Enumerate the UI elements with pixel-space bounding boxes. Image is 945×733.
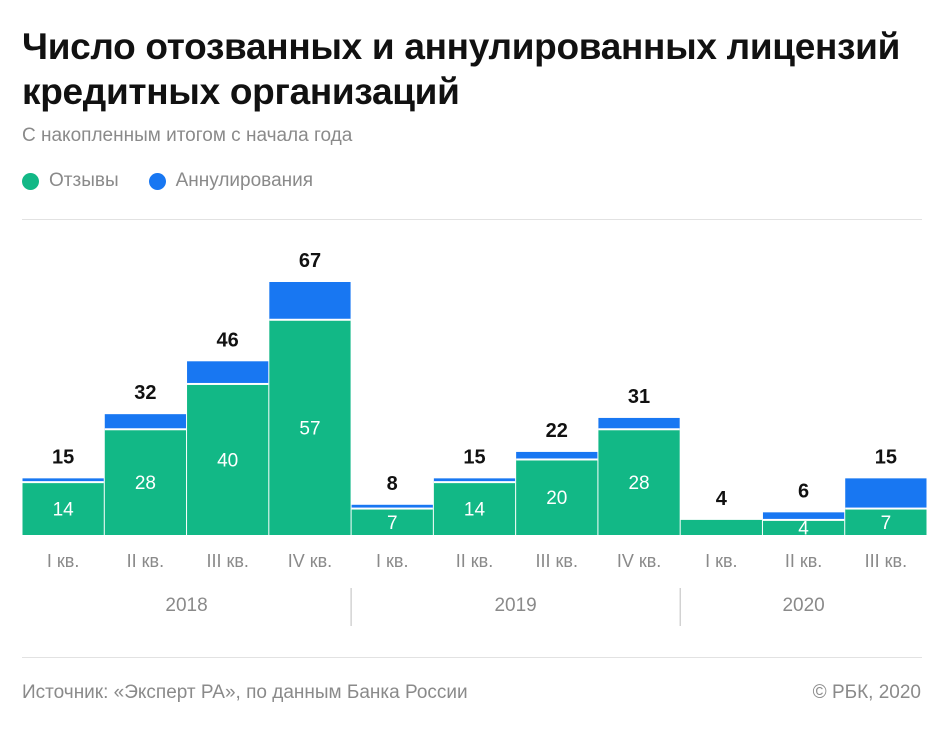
copyright: © РБК, 2020 [812,682,921,703]
bar-value-label-7: 28 [628,473,649,494]
bar-separator-3 [269,318,351,321]
bar-annulirovaniya-0 [22,478,104,483]
bar-annulirovaniya-7 [598,417,680,430]
bar-annulirovaniya-1 [104,414,187,430]
bar-separator-5 [433,481,516,484]
legend-dot-blue-icon [148,172,166,190]
x-tick-label-1: II кв. [127,551,164,571]
bar-otzyvy-2 [187,383,269,535]
bar-annulirovaniya-4 [351,504,433,509]
legend-label-annulirovaniya: Аннулирования [175,170,314,191]
bar-otzyvy-0 [22,482,104,535]
bar-separator-7 [598,428,680,431]
bar-otzyvy-9 [762,519,845,535]
bar-total-label-2: 46 [217,329,239,351]
bottom-divider [22,657,922,658]
bar-annulirovaniya-6 [516,451,598,460]
bar-otzyvy-8 [680,519,762,535]
bar-value-label-9: 4 [798,518,809,539]
bar-annulirovaniya-5 [433,478,516,483]
bar-value-label-1: 28 [135,473,156,494]
bar-value-label-6: 20 [546,488,567,509]
bar-total-label-7: 31 [628,386,650,408]
bar-separator-9 [762,518,845,521]
bar-annulirovaniya-10 [845,478,927,509]
bar-separator-1 [104,428,187,431]
bar-separator-4 [351,507,433,510]
chart-title: Число отозванных и аннулированных лиценз… [22,26,901,112]
x-tick-label-0: I кв. [47,551,79,571]
year-label-2020: 2020 [782,595,824,616]
bar-otzyvy-3 [269,319,351,535]
bar-total-label-3: 67 [299,250,321,272]
bar-total-label-0: 15 [52,446,74,468]
legend: Отзывы Аннулирования [22,170,343,192]
top-divider [22,219,922,220]
x-tick-label-10: III кв. [865,551,907,571]
bar-annulirovaniya-3 [269,282,351,320]
bar-otzyvy-10 [845,508,927,535]
bar-value-label-4: 7 [387,513,398,534]
x-tick-label-5: II кв. [456,551,493,571]
bar-value-label-0: 14 [53,500,75,521]
bar-total-label-10: 15 [875,446,897,468]
legend-item-otzyvy: Отзывы [22,170,119,192]
legend-item-annulirovaniya: Аннулирования [148,170,314,192]
bar-value-label-2: 40 [217,450,238,471]
bar-separator-2 [187,382,269,385]
year-label-2018: 2018 [165,595,207,616]
x-tick-label-3: IV кв. [288,551,332,571]
bar-total-label-5: 15 [463,446,485,468]
source-note: Источник: «Эксперт РА», по данным Банка … [22,682,468,703]
bar-total-label-4: 8 [387,473,398,495]
bar-value-label-3: 57 [299,418,320,439]
bar-otzyvy-4 [351,508,433,535]
x-tick-label-9: II кв. [785,551,822,571]
bar-total-label-9: 6 [798,480,809,502]
bar-value-label-5: 14 [464,500,486,521]
bar-total-label-6: 22 [546,420,568,442]
bar-separator-10 [845,507,927,510]
x-tick-label-7: IV кв. [617,551,661,571]
bar-annulirovaniya-2 [187,361,269,384]
x-tick-label-2: III кв. [206,551,248,571]
bar-separator-6 [516,458,598,461]
bar-total-label-1: 32 [134,382,156,404]
bar-otzyvy-6 [516,459,598,535]
legend-dot-green-icon [22,172,39,190]
bar-otzyvy-1 [104,429,187,535]
year-label-2019: 2019 [494,595,536,616]
legend-label-otzyvy: Отзывы [49,170,119,191]
bar-total-label-8: 4 [716,488,728,510]
x-tick-label-8: I кв. [705,551,737,571]
bar-otzyvy-5 [433,482,516,535]
x-tick-label-4: I кв. [376,551,408,571]
bar-value-label-10: 7 [881,513,892,534]
bar-otzyvy-7 [598,429,680,535]
x-tick-label-6: III кв. [536,551,578,571]
chart-subtitle: С накопленным итогом с начала года [22,125,353,146]
bar-annulirovaniya-9 [762,512,845,520]
bar-separator-0 [22,481,104,484]
